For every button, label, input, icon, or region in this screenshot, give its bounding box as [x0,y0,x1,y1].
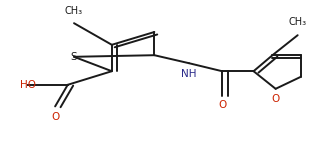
Text: HO: HO [20,80,36,90]
Text: O: O [272,94,280,104]
Text: CH₃: CH₃ [65,6,83,16]
Text: CH₃: CH₃ [289,17,307,27]
Text: O: O [218,100,226,110]
Text: S: S [71,52,77,62]
Text: O: O [51,112,59,122]
Text: NH: NH [181,69,197,79]
